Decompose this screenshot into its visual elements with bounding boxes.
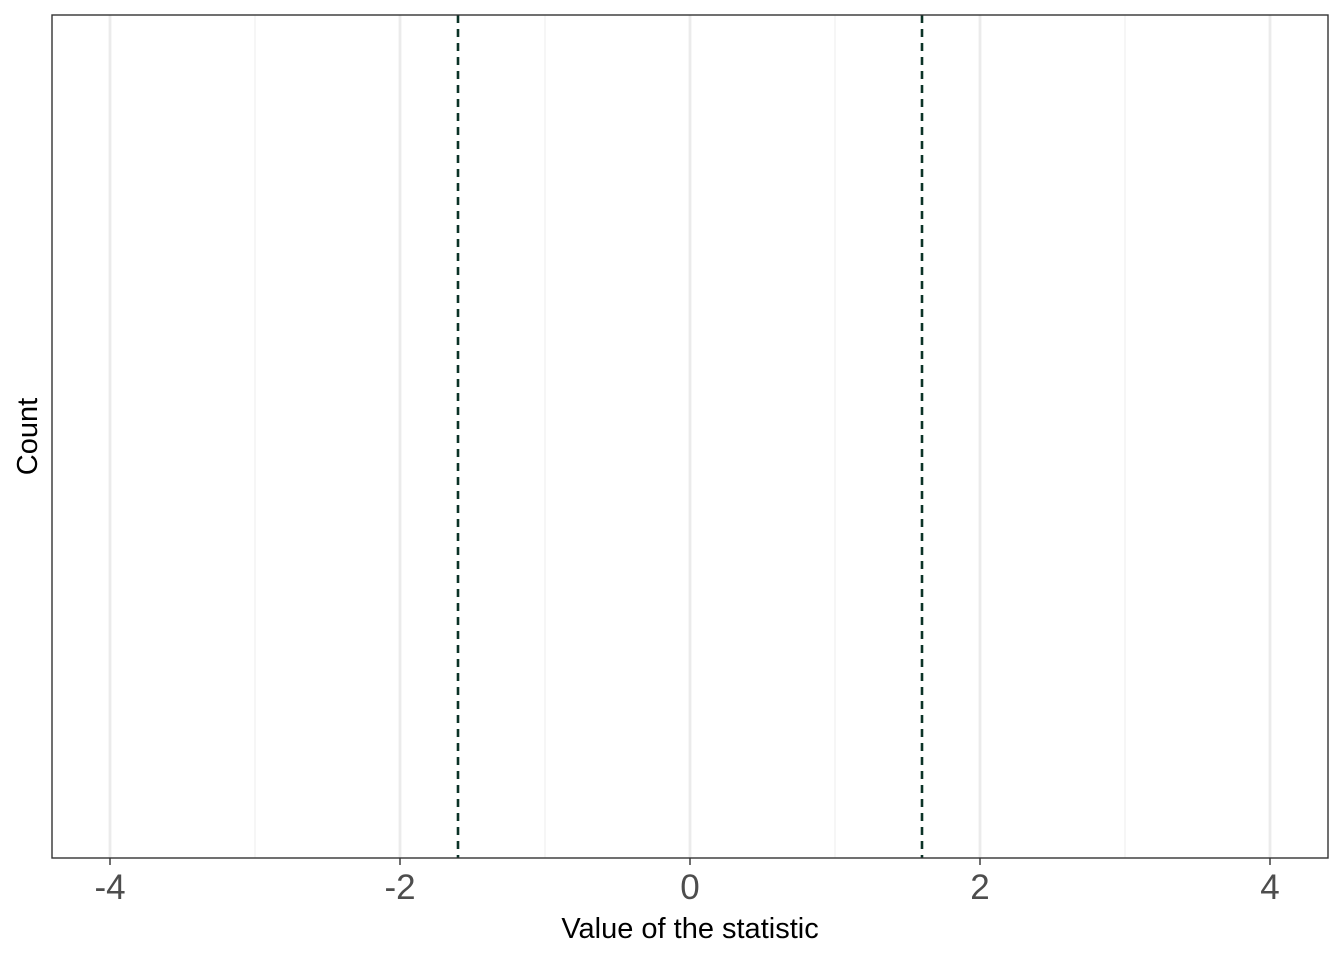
major-gridlines: [108, 15, 1272, 858]
x-tick-label: -4: [94, 868, 125, 907]
x-axis-tick-labels: -4 -2 0 2 4: [94, 868, 1279, 907]
minor-gridlines: [254, 15, 1126, 858]
x-tick-label: 0: [680, 868, 699, 907]
x-axis-ticks: [109, 858, 1271, 865]
reference-lines: [456, 15, 924, 858]
x-tick-label: 4: [1260, 868, 1279, 907]
x-tick-label: -2: [384, 868, 415, 907]
y-axis-title: Count: [12, 398, 44, 475]
x-tick-label: 2: [970, 868, 989, 907]
x-axis-title: Value of the statistic: [561, 913, 818, 945]
